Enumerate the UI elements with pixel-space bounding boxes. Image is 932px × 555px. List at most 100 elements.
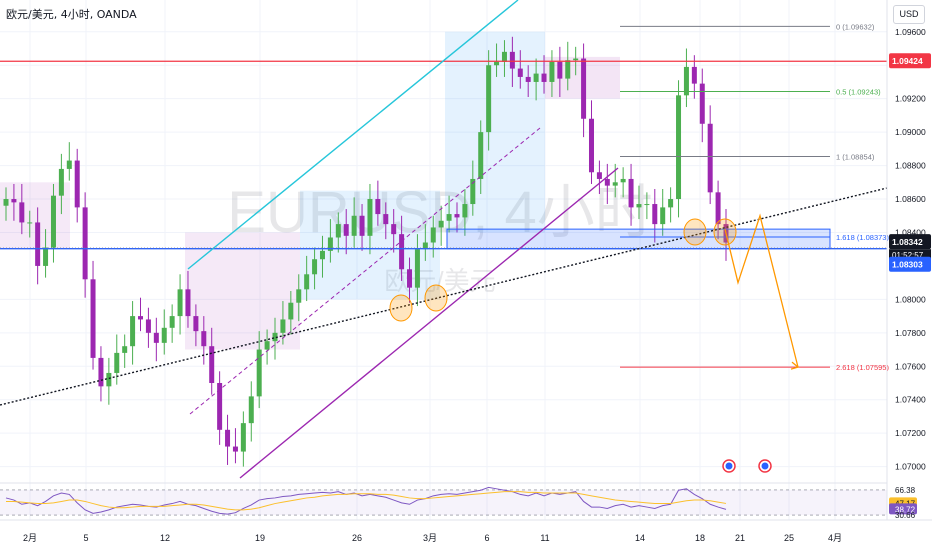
chart-title: 欧元/美元, 4小时, OANDA — [6, 8, 137, 21]
candle-body — [343, 224, 349, 236]
y-tick-label: 1.08400 — [895, 227, 926, 237]
time-axis[interactable]: 2月 5 12 19 26 3月 6 11 14 18 21 25 4月 — [0, 519, 932, 543]
candle-body — [319, 250, 325, 260]
candle-body — [335, 224, 341, 238]
candle-body — [399, 234, 405, 270]
candle-body — [351, 215, 357, 236]
current-price-tag-bg — [889, 234, 931, 250]
rsi-tick-label: 38.72 — [895, 505, 916, 514]
candle-body — [169, 316, 175, 328]
candle-body — [185, 289, 191, 317]
y-tick-label: 1.07000 — [895, 462, 926, 472]
candle-body — [509, 51, 515, 69]
x-tick-label: 26 — [352, 533, 362, 543]
candle-body — [391, 224, 397, 235]
price-axis[interactable]: 1.096001.094001.092001.090001.088001.086… — [886, 0, 931, 520]
candle-body — [549, 61, 555, 82]
x-tick-label: 3月 — [423, 533, 437, 543]
y-tick-label: 1.07800 — [895, 328, 926, 338]
candle-body — [699, 83, 705, 124]
candle-body — [533, 73, 539, 82]
watermark-name: 欧元/美元 — [384, 266, 495, 296]
fib-level-label: 1 (1.08854) — [836, 153, 875, 162]
drawing-lines: 0 (1.09632) 0.5 (1.09243) 1 (1.08854) 1.618… — [0, 0, 889, 479]
candle-body — [122, 346, 128, 353]
candle-body — [66, 160, 72, 169]
candle-body — [177, 289, 183, 317]
candle-body — [486, 65, 492, 133]
candle-body — [683, 66, 689, 96]
candle-body — [43, 247, 49, 266]
touch-circle — [713, 218, 737, 246]
current-price-tag: 1.08342 — [892, 237, 923, 247]
candle-body — [581, 58, 587, 119]
x-tick-label: 11 — [540, 533, 549, 543]
candle-body — [138, 316, 144, 320]
candle-body — [422, 242, 428, 250]
candle-body — [501, 51, 507, 62]
candlestick-series — [3, 36, 729, 467]
candle-body — [27, 222, 33, 224]
x-tick-label: 19 — [255, 533, 265, 543]
candle-body — [312, 259, 318, 275]
candle-body — [90, 279, 96, 358]
projection-arrowhead — [790, 361, 800, 370]
trend-line — [0, 187, 888, 406]
candle-body — [628, 178, 634, 208]
rsi-signal-line — [6, 491, 727, 511]
candle-body — [375, 199, 381, 215]
red-line-price-tag-bg — [889, 53, 931, 69]
candle-body — [145, 319, 151, 333]
countdown-label: 01:52:57 — [892, 251, 924, 260]
candle-body — [588, 118, 594, 173]
currency-button[interactable]: USD — [893, 5, 925, 24]
candle-body — [304, 274, 310, 290]
x-tick-label: 14 — [635, 533, 645, 543]
candle-body — [676, 95, 682, 200]
channel-upper-line — [187, 0, 519, 270]
x-tick-label: 2月 — [23, 533, 37, 543]
channel-lower-line — [239, 167, 619, 479]
fib-level-label: 2.618 (1.07595) — [836, 363, 889, 372]
candle-body — [494, 61, 500, 66]
touch-circle — [389, 294, 413, 322]
candle-body — [715, 192, 721, 225]
candle-body — [19, 202, 25, 223]
rsi-tag-bg — [889, 503, 917, 515]
candle-body — [565, 60, 571, 79]
candle-body — [327, 237, 333, 251]
candle-body — [240, 423, 246, 452]
candle-body — [153, 332, 159, 343]
candle-body — [11, 199, 17, 203]
candle-body — [35, 222, 41, 266]
candle-body — [280, 319, 286, 333]
candle-body — [232, 446, 238, 452]
x-tick-label: 4月 — [828, 533, 842, 543]
touch-circle — [424, 284, 448, 312]
candle-body — [644, 204, 650, 206]
watermark-symbol: EURUSD, 4小时 — [227, 180, 652, 245]
candle-body — [50, 195, 56, 248]
fib-level-label: 0.5 (1.09243) — [836, 87, 881, 96]
shaded-zone — [0, 182, 70, 250]
candle-body — [217, 382, 223, 430]
y-tick-label: 1.07200 — [895, 428, 926, 438]
candle-body — [82, 207, 88, 280]
y-tick-label: 1.09600 — [895, 27, 926, 37]
candle-body — [541, 73, 547, 82]
rsi-tick-label: 66.38 — [895, 486, 916, 495]
candle-body — [462, 204, 468, 218]
candle-body — [98, 357, 104, 387]
candle-body — [454, 214, 460, 218]
channel-mid-line — [189, 127, 541, 415]
rsi-band — [0, 489, 887, 516]
candle-body — [106, 372, 112, 387]
y-tick-label: 1.09000 — [895, 127, 926, 137]
candle-body — [161, 327, 167, 343]
y-tick-label: 1.07400 — [895, 395, 926, 405]
rsi-pane — [0, 486, 887, 516]
y-tick-label: 1.08800 — [895, 161, 926, 171]
fib-level-label: 1.618 (1.08373) — [836, 233, 889, 242]
